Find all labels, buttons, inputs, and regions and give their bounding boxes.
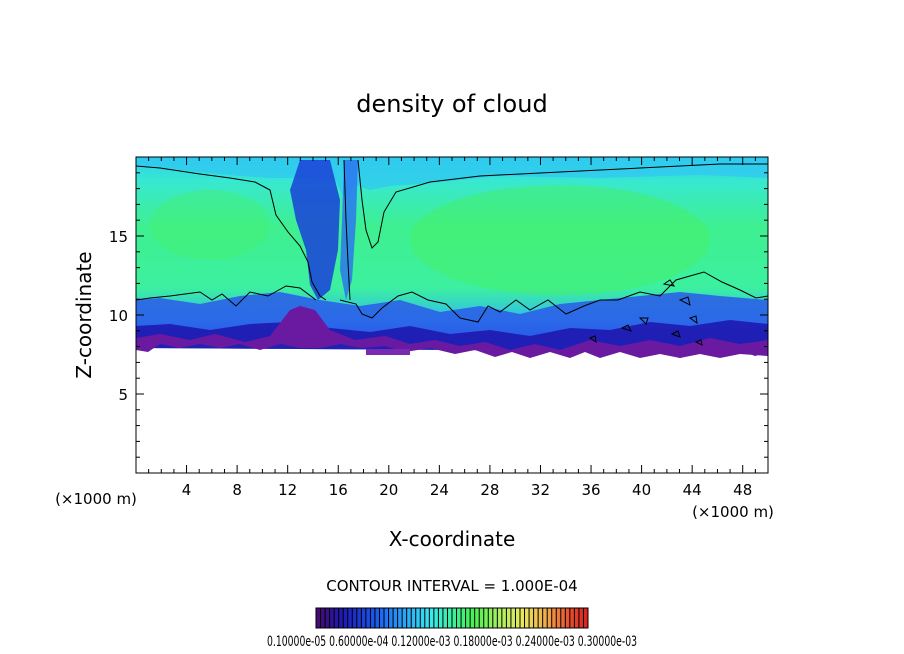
contour-small-blobs: [588, 279, 703, 346]
x-tick-label: 48: [733, 481, 752, 499]
colorbar-ticks: [320, 608, 584, 628]
x-tick-label: 16: [329, 481, 348, 499]
updraft-core: [340, 160, 358, 300]
x-tick-label: 20: [379, 481, 398, 499]
bright-green-core: [410, 185, 710, 295]
x-tick-label: 4: [182, 481, 192, 499]
chart-title: density of cloud: [356, 90, 547, 118]
y-tick-label: 10: [109, 307, 128, 325]
updraft-column: [290, 160, 340, 300]
x-axis-unit: (×1000 m): [692, 503, 774, 521]
bright-green-core-2: [150, 190, 270, 260]
x-axis-ticks: 4 8 12 16 20 24 28 32 36 40 44 48: [148, 157, 756, 499]
x-tick-label: 28: [480, 481, 499, 499]
detached-cloud-patch: [366, 349, 410, 355]
x-tick-label: 24: [430, 481, 449, 499]
y-tick-label: 15: [109, 228, 128, 246]
x-tick-label: 36: [581, 481, 600, 499]
y-axis-ticks: 5 10 15: [109, 172, 768, 458]
x-tick-label: 32: [531, 481, 550, 499]
contour-bottom: [136, 271, 768, 323]
cloud-top-band: [136, 157, 768, 200]
y-tick-label: 5: [118, 386, 128, 404]
y-axis-label: Z-coordinate: [72, 251, 96, 378]
x-tick-label: 12: [278, 481, 297, 499]
y-axis-unit: (×1000 m): [55, 490, 137, 508]
x-tick-label: 44: [683, 481, 702, 499]
x-tick-label: 40: [632, 481, 651, 499]
x-tick-label: 8: [232, 481, 242, 499]
contour-top: [136, 159, 768, 301]
contour-interval-text: CONTOUR INTERVAL = 1.000E-04: [326, 577, 577, 595]
x-axis-label: X-coordinate: [389, 527, 516, 551]
colorbar-labels: 0.10000e-05 0.60000e-04 0.12000e-03 0.18…: [267, 634, 637, 650]
cloud-density-field: [136, 157, 768, 358]
purple-cloud-base: [136, 306, 768, 358]
